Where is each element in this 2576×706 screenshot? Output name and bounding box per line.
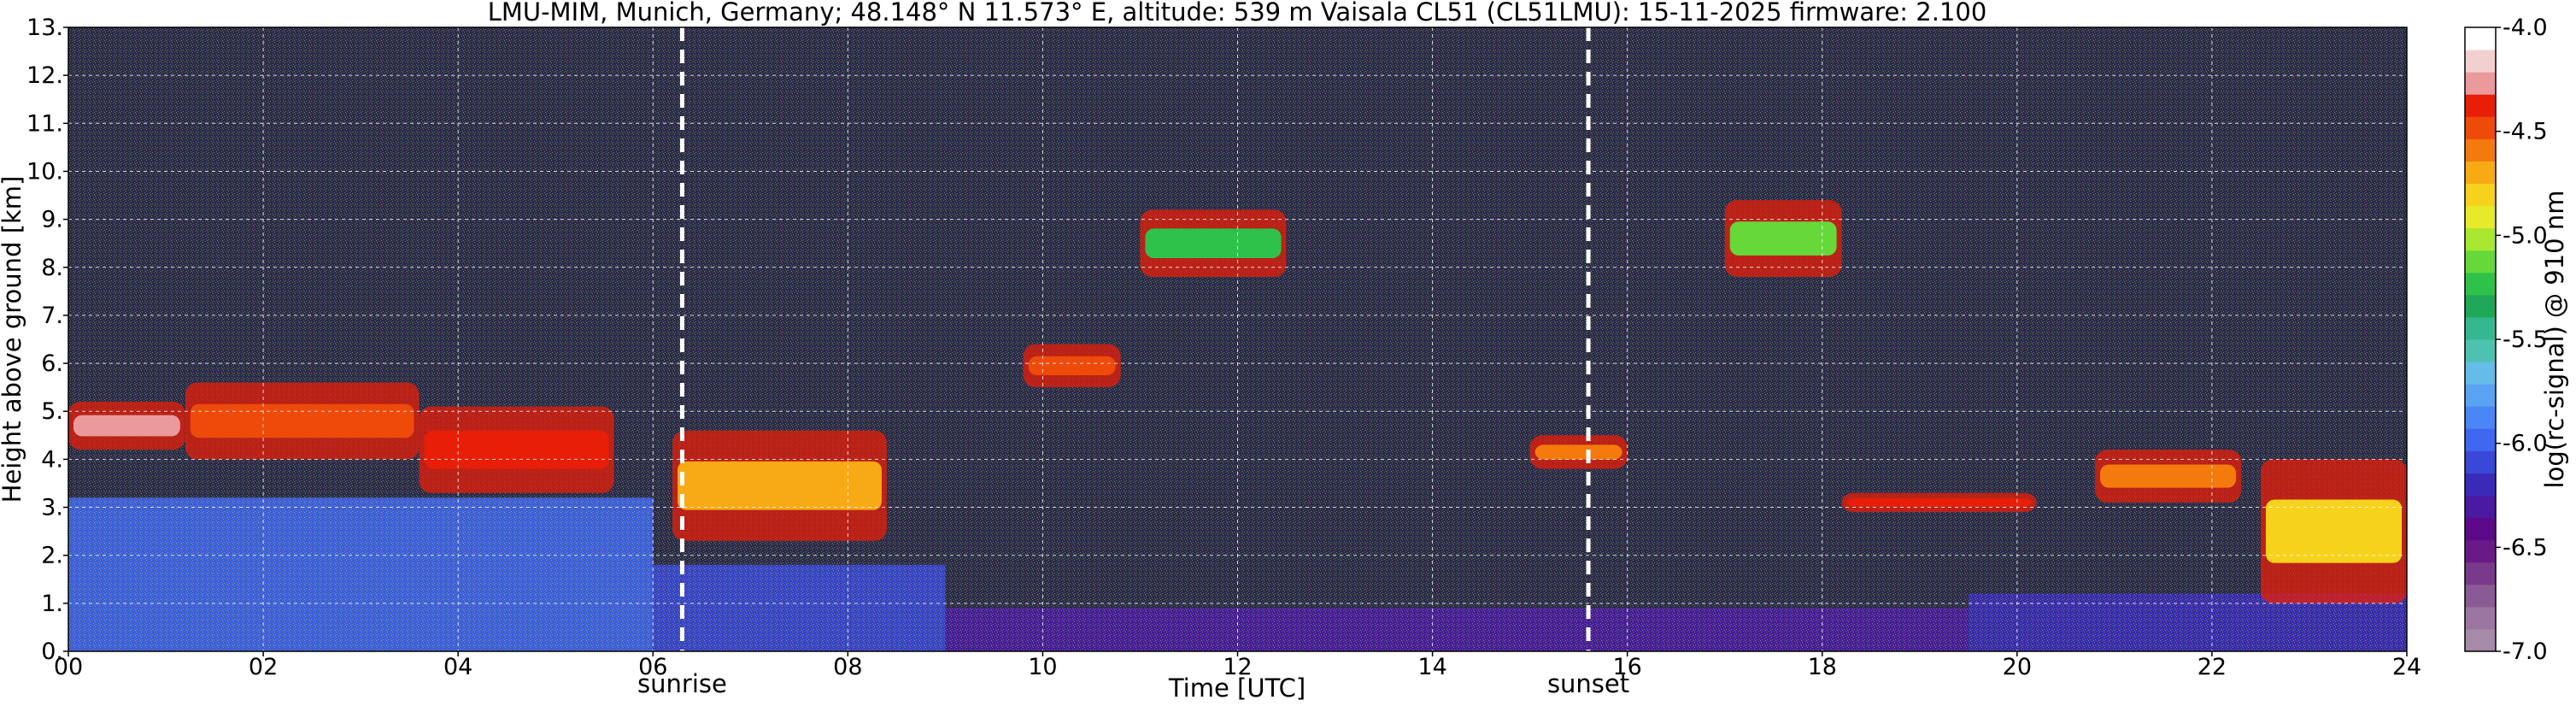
y-tick-label: 0.	[41, 638, 63, 665]
colorbar-swatch	[2465, 628, 2496, 652]
x-tick-label: 24	[2392, 654, 2421, 680]
colorbar-swatch	[2465, 517, 2496, 541]
cloud-layer	[190, 403, 414, 438]
colorbar-swatch	[2465, 50, 2496, 73]
colorbar-swatch	[2465, 495, 2496, 519]
cloud-layer	[2100, 464, 2237, 488]
y-tick-label: 8.	[41, 255, 63, 281]
cloud-layer-group	[68, 200, 2407, 603]
event-lines	[679, 27, 1591, 651]
cloud-layer	[424, 430, 609, 469]
colorbar-tick-label: -4.0	[2503, 15, 2548, 41]
y-axis-label: Height above ground [km]	[0, 176, 26, 503]
x-axis-ticks: 00 02 04 06 08 10 12 14 16 18 20 22 24	[54, 651, 2421, 680]
colorbar-swatch	[2465, 584, 2496, 608]
colorbar-swatch	[2465, 161, 2496, 184]
colorbar-swatch	[2465, 428, 2496, 451]
event-label: sunset	[1547, 669, 1629, 698]
y-tick-label: 9.	[41, 207, 63, 233]
y-tick-label: 12.	[26, 62, 63, 89]
cloud-layer	[678, 461, 882, 510]
x-tick-label: 08	[833, 654, 862, 680]
y-tick-label: 2.	[41, 543, 63, 569]
colorbar-tick-label: -6.5	[2503, 534, 2548, 561]
x-tick-label: 04	[443, 654, 472, 680]
colorbar-tick-label: -7.0	[2503, 638, 2548, 665]
x-tick-label: 18	[1808, 654, 1837, 680]
y-tick-label: 7.	[41, 303, 63, 329]
plot-area	[68, 27, 2407, 651]
colorbar-tick-label: -5.5	[2503, 327, 2548, 353]
colorbar-swatch	[2465, 116, 2496, 139]
colorbar-swatch	[2465, 362, 2496, 385]
colorbar-swatch	[2465, 384, 2496, 407]
chart-title: LMU-MIM, Munich, Germany; 48.148° N 11.5…	[488, 0, 1987, 26]
y-axis-ticks: 0. 1. 2. 3. 4. 5. 6. 7. 8. 9. 10. 11. 12. 13.	[26, 15, 68, 665]
x-tick-label: 06	[638, 654, 667, 680]
colorbar-swatch	[2465, 450, 2496, 474]
y-tick-label: 5.	[41, 398, 63, 425]
x-tick-label: 02	[249, 654, 278, 680]
x-tick-label: 00	[54, 654, 83, 680]
colorbar-swatch	[2465, 72, 2496, 95]
x-tick-label: 14	[1417, 654, 1446, 680]
cloud-layer	[1729, 221, 1837, 256]
cloud-layer	[1534, 444, 1622, 460]
colorbar-swatch	[2465, 562, 2496, 585]
x-tick-label: 16	[1612, 654, 1641, 680]
colorbar-ticks: -4.0 -4.5 -5.0 -5.5 -6.0 -6.5 -7.0	[2496, 15, 2548, 665]
y-tick-label: 11.	[26, 110, 63, 137]
cloud-layer	[1145, 228, 1282, 258]
colorbar-label: log(rc-signal) @ 910 nm	[2540, 191, 2569, 489]
x-tick-label: 20	[2003, 654, 2032, 680]
noise-overlay	[68, 27, 2407, 651]
colorbar-swatch	[2465, 272, 2496, 296]
colorbar-swatch	[2465, 27, 2496, 50]
colorbar-swatch	[2465, 473, 2496, 496]
cloud-layer	[2265, 499, 2402, 563]
grid-lines	[68, 27, 2407, 651]
x-axis-label: Time [UTC]	[1168, 674, 1306, 703]
y-tick-label: 1.	[41, 591, 63, 617]
colorbar-swatch	[2465, 406, 2496, 429]
y-tick-label: 4.	[41, 446, 63, 473]
colorbar-swatch	[2465, 316, 2496, 340]
colorbar	[2465, 27, 2496, 652]
colorbar-swatch	[2465, 183, 2496, 207]
cloud-layer	[1028, 356, 1116, 376]
x-tick-label: 10	[1028, 654, 1057, 680]
colorbar-swatch	[2465, 227, 2496, 251]
y-tick-label: 3.	[41, 495, 63, 521]
cloud-layer	[1846, 497, 2032, 507]
colorbar-swatch	[2465, 339, 2496, 362]
event-label: sunrise	[637, 669, 727, 698]
y-tick-label: 6.	[41, 350, 63, 377]
colorbar-swatch	[2465, 606, 2496, 630]
colorbar-swatch	[2465, 250, 2496, 274]
colorbar-swatch	[2465, 294, 2496, 318]
y-tick-label: 10.	[26, 158, 63, 185]
y-tick-label: 13.	[26, 15, 63, 41]
colorbar-swatch	[2465, 138, 2496, 162]
x-tick-label: 12	[1223, 654, 1252, 680]
cloud-layer	[73, 415, 180, 437]
colorbar-swatch	[2465, 205, 2496, 229]
colorbar-tick-label: -6.0	[2503, 431, 2548, 457]
event-labels: sunrise sunset	[637, 669, 1629, 698]
colorbar-swatch	[2465, 94, 2496, 117]
colorbar-tick-label: -5.0	[2503, 222, 2548, 249]
colorbar-tick-label: -4.5	[2503, 119, 2548, 145]
x-tick-label: 22	[2198, 654, 2227, 680]
colorbar-swatch	[2465, 539, 2496, 563]
